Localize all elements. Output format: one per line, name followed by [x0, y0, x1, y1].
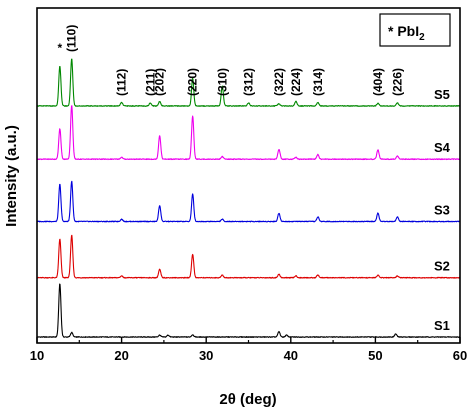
x-tick-label: 60 [453, 348, 467, 363]
x-axis-title: 2θ (deg) [219, 391, 276, 408]
peak-label: (314) [311, 68, 325, 96]
annotation-layer: S1 S2 S3 S4 S5 (110) (112) (211)(202) (220) (310)… [58, 25, 451, 333]
legend-marker: * [388, 23, 394, 39]
peak-label: (112) [115, 69, 129, 96]
peak-label: (224) [289, 68, 303, 96]
series-layer [36, 58, 461, 338]
peak-label: (211) [143, 69, 157, 96]
peak-label: (404) [371, 68, 385, 96]
x-tick-label: 50 [368, 348, 382, 363]
x-tick-label: 20 [114, 348, 128, 363]
series-label-s4: S4 [434, 140, 451, 155]
legend-box: * PbI2 [379, 13, 451, 47]
series-label-s2: S2 [434, 259, 450, 274]
peak-label: (220) [186, 68, 200, 96]
pbi2-peak-marker: * [58, 41, 63, 55]
series-line-s3 [36, 180, 461, 223]
series-line-s5 [36, 58, 461, 107]
y-axis-title: Intensity (a.u.) [3, 125, 20, 227]
legend-label: * PbI2 [388, 23, 425, 43]
x-tick-label: 40 [284, 348, 298, 363]
peak-label: (310) [215, 68, 229, 96]
plot-frame [36, 7, 461, 344]
legend-frame [379, 13, 451, 47]
x-tick-label: 10 [30, 348, 44, 363]
series-line-s2 [36, 234, 461, 279]
series-line-s1 [36, 283, 461, 338]
legend-subscript: 2 [419, 32, 425, 43]
peak-label: (322) [272, 68, 286, 96]
legend-text: PbI [397, 23, 419, 39]
peak-label: (226) [390, 68, 404, 96]
series-label-s3: S3 [434, 202, 450, 217]
series-label-s5: S5 [434, 87, 450, 102]
series-label-s1: S1 [434, 318, 450, 333]
peak-label: (312) [242, 68, 256, 96]
series-line-s4 [36, 105, 461, 161]
x-tick-label: 30 [199, 348, 213, 363]
peak-label: (110) [65, 25, 79, 52]
tick-layer: 10 20 30 40 50 60 [30, 337, 467, 363]
peak-label: (202) [153, 68, 167, 96]
